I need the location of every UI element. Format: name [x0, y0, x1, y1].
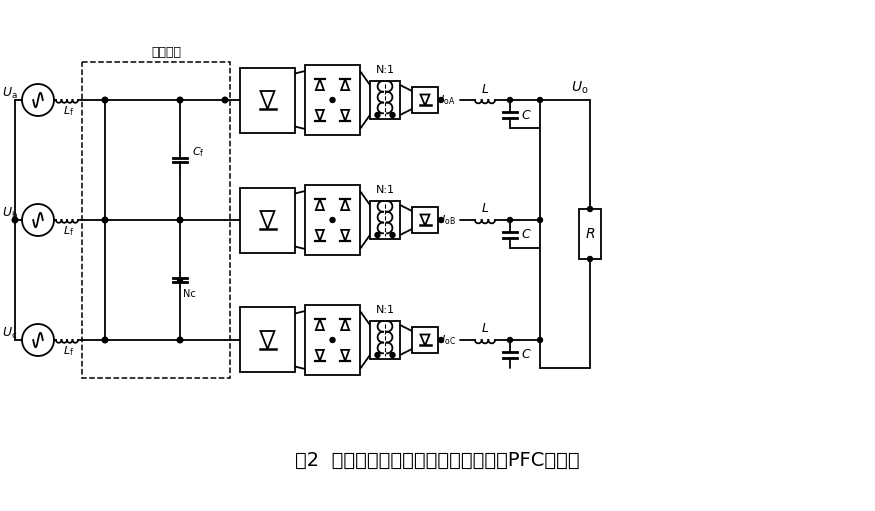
- Circle shape: [102, 337, 108, 343]
- Bar: [412, 207, 438, 233]
- Circle shape: [537, 98, 542, 103]
- Circle shape: [507, 218, 513, 222]
- Text: 低通滤波: 低通滤波: [151, 45, 181, 58]
- Text: $C$: $C$: [521, 349, 531, 361]
- Circle shape: [178, 277, 183, 283]
- Text: Nc: Nc: [183, 289, 196, 299]
- Polygon shape: [261, 91, 275, 109]
- Bar: [305, 65, 360, 135]
- Text: N:1: N:1: [375, 185, 395, 195]
- Bar: [412, 87, 438, 113]
- Text: $U_{\rm a}$: $U_{\rm a}$: [2, 85, 18, 101]
- Polygon shape: [261, 331, 275, 349]
- Bar: [305, 185, 360, 255]
- Polygon shape: [421, 335, 430, 345]
- Circle shape: [375, 112, 380, 118]
- Circle shape: [178, 217, 183, 223]
- Bar: [305, 305, 360, 375]
- Text: N:1: N:1: [375, 65, 395, 75]
- Polygon shape: [316, 350, 324, 361]
- Text: $I_{\rm oA}$: $I_{\rm oA}$: [440, 93, 456, 107]
- Circle shape: [537, 337, 542, 342]
- Text: N:1: N:1: [375, 305, 395, 315]
- Polygon shape: [341, 199, 349, 210]
- Text: $U_{\rm o}$: $U_{\rm o}$: [571, 80, 589, 96]
- Polygon shape: [316, 319, 324, 330]
- Circle shape: [507, 337, 513, 342]
- Text: $R$: $R$: [584, 227, 595, 241]
- Text: $C$: $C$: [521, 108, 531, 122]
- Text: $L$: $L$: [481, 322, 489, 336]
- Polygon shape: [341, 319, 349, 330]
- Polygon shape: [316, 110, 324, 121]
- Polygon shape: [421, 95, 430, 105]
- Polygon shape: [316, 230, 324, 241]
- Circle shape: [178, 97, 183, 103]
- Bar: [240, 67, 295, 132]
- Text: $I_{\rm oC}$: $I_{\rm oC}$: [440, 333, 456, 347]
- Circle shape: [438, 218, 444, 222]
- Text: $L_{\rm f}$: $L_{\rm f}$: [63, 344, 74, 358]
- Circle shape: [12, 217, 18, 223]
- Circle shape: [375, 353, 380, 358]
- Polygon shape: [341, 110, 349, 121]
- Bar: [370, 201, 400, 239]
- Circle shape: [537, 218, 542, 222]
- Text: $U_{\rm c}$: $U_{\rm c}$: [3, 326, 18, 340]
- Polygon shape: [316, 199, 324, 210]
- Text: $C$: $C$: [521, 228, 531, 242]
- Circle shape: [178, 337, 183, 343]
- Bar: [240, 308, 295, 373]
- Circle shape: [587, 257, 592, 262]
- Circle shape: [390, 112, 395, 118]
- Text: $L$: $L$: [481, 82, 489, 96]
- Circle shape: [507, 98, 513, 103]
- Text: $L_{\rm f}$: $L_{\rm f}$: [63, 224, 74, 238]
- Polygon shape: [316, 79, 324, 90]
- Bar: [240, 188, 295, 252]
- Polygon shape: [341, 79, 349, 90]
- Bar: [579, 209, 601, 259]
- Circle shape: [102, 97, 108, 103]
- Circle shape: [102, 217, 108, 223]
- Circle shape: [330, 337, 335, 342]
- Text: $L_{\rm f}$: $L_{\rm f}$: [63, 104, 74, 118]
- Circle shape: [330, 218, 335, 222]
- Circle shape: [390, 353, 395, 358]
- Text: $I_{\rm oB}$: $I_{\rm oB}$: [441, 213, 455, 227]
- Circle shape: [390, 233, 395, 238]
- Text: 图2  用三个单相全桥变换器组成的三相PFC示意图: 图2 用三个单相全桥变换器组成的三相PFC示意图: [295, 451, 579, 470]
- Text: $L$: $L$: [481, 202, 489, 216]
- Circle shape: [438, 337, 444, 342]
- Polygon shape: [341, 350, 349, 361]
- Polygon shape: [421, 215, 430, 225]
- Polygon shape: [341, 230, 349, 241]
- Bar: [412, 327, 438, 353]
- Polygon shape: [261, 211, 275, 229]
- Bar: [370, 81, 400, 119]
- Text: $U_{\rm b}$: $U_{\rm b}$: [2, 205, 18, 221]
- Circle shape: [222, 97, 228, 103]
- Circle shape: [438, 98, 444, 103]
- Circle shape: [375, 233, 380, 238]
- Circle shape: [330, 98, 335, 103]
- Text: $C_{\rm f}$: $C_{\rm f}$: [192, 145, 205, 159]
- Bar: [82, 62, 230, 378]
- Circle shape: [587, 206, 592, 212]
- Bar: [370, 321, 400, 359]
